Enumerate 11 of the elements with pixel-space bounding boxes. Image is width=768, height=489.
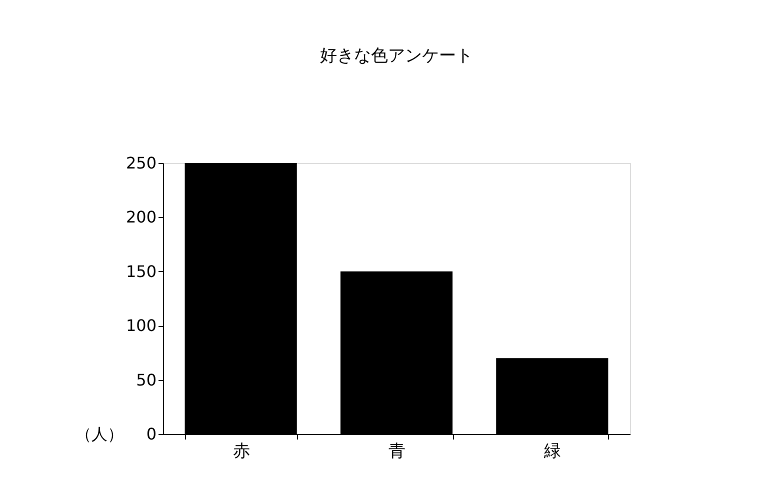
y-tick-label: 200 xyxy=(126,208,156,227)
y-tick-label: 100 xyxy=(126,316,156,336)
x-tick-label: 緑 xyxy=(543,442,562,462)
x-tick-label: 青 xyxy=(388,442,406,462)
y-tick-label: 250 xyxy=(126,154,156,172)
x-tick-label: 赤 xyxy=(232,442,250,462)
chart-title: 好きな色アンケート xyxy=(320,46,473,66)
y-tick-label: 150 xyxy=(126,262,156,281)
y-tick-label: 50 xyxy=(136,370,156,390)
y-axis-title: （人） xyxy=(76,424,124,444)
y-tick-label: 0 xyxy=(146,424,156,444)
